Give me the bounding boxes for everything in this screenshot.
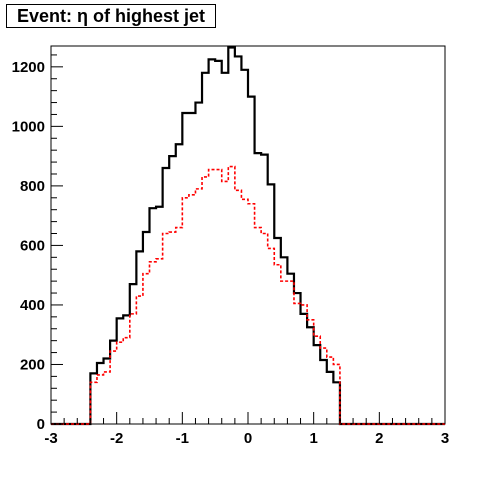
series-line-red-dashed [51,165,445,425]
series-line-black-solid [51,46,445,426]
x-tick-label: -2 [110,430,123,447]
chart-title: Event: η of highest jet [6,4,217,28]
x-tick-label: -1 [176,430,189,447]
x-tick-label: -3 [44,430,57,447]
x-tick-label: 2 [375,430,383,447]
y-tick-label: 1200 [12,59,45,76]
y-tick-label: 0 [37,416,45,433]
y-tick-label: 800 [20,178,45,195]
x-tick-label: 3 [441,430,449,447]
y-tick-label: 1000 [12,118,45,135]
x-tick-label: 1 [309,430,317,447]
axis-layer: -3 -2 -1 0 1 2 3 0 200 400 600 800 1000 1200 [12,54,449,447]
series-layer [51,46,445,426]
y-tick-label: 600 [20,237,45,254]
y-tick-label: 200 [20,356,45,373]
chart-title-text: Event: η of highest jet [17,5,206,26]
y-tick-label: 400 [20,297,45,314]
x-tick-label: 0 [244,430,252,447]
